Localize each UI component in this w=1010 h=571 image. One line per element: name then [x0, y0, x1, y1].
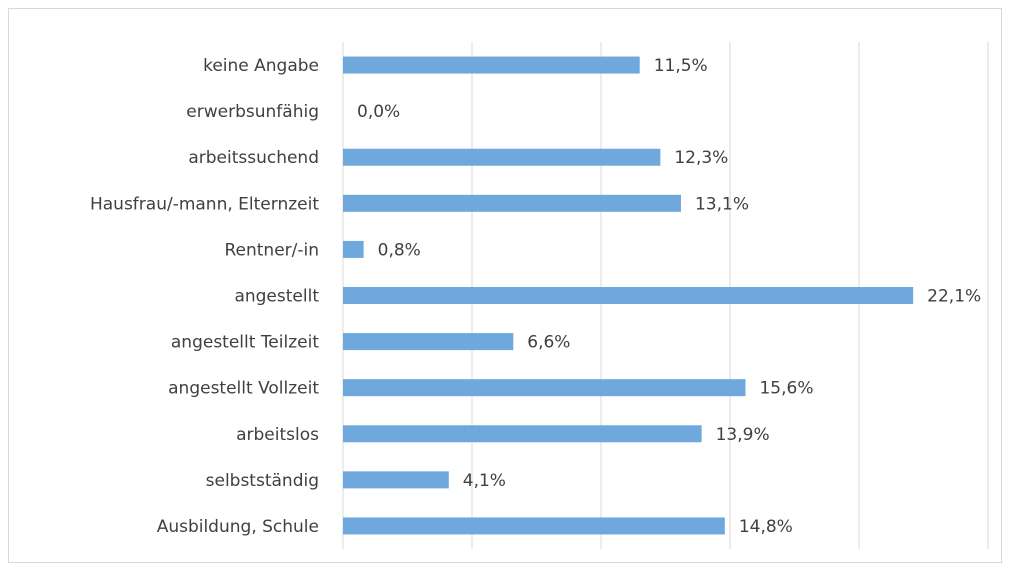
- data-label: 15,6%: [759, 379, 813, 399]
- y-tick-label: keine Angabe: [203, 56, 319, 76]
- bar: [343, 148, 661, 166]
- bar: [343, 333, 514, 351]
- data-label: 14,8%: [739, 517, 793, 537]
- bar: [343, 425, 702, 443]
- data-label: 22,1%: [927, 287, 981, 307]
- data-label: 6,6%: [527, 333, 570, 353]
- bar: [343, 56, 640, 74]
- y-tick-label: erwerbsunfähig: [186, 102, 319, 122]
- y-tick-label: angestellt Teilzeit: [171, 333, 319, 353]
- y-tick-label: Rentner/-in: [224, 240, 319, 260]
- bar: [343, 379, 746, 397]
- bar: [343, 240, 364, 258]
- bar: [343, 471, 449, 489]
- data-label: 13,9%: [716, 425, 770, 445]
- y-tick-label: angestellt: [234, 287, 319, 307]
- bar: [343, 287, 914, 304]
- chart-border: [8, 8, 1002, 563]
- data-label: 0,8%: [378, 240, 421, 260]
- y-tick-label: angestellt Vollzeit: [168, 379, 319, 399]
- data-label: 13,1%: [695, 194, 749, 214]
- y-tick-label: arbeitslos: [236, 425, 319, 445]
- y-tick-label: arbeitssuchend: [188, 148, 319, 168]
- bar: [343, 194, 681, 212]
- data-label: 11,5%: [654, 56, 708, 76]
- y-tick-label: Hausfrau/-mann, Elternzeit: [90, 194, 319, 214]
- y-tick-label: selbstständig: [206, 471, 319, 491]
- data-label: 12,3%: [674, 148, 728, 168]
- data-label: 0,0%: [357, 102, 400, 122]
- data-label: 4,1%: [463, 471, 506, 491]
- bar: [343, 517, 725, 535]
- y-tick-label: Ausbildung, Schule: [157, 517, 319, 537]
